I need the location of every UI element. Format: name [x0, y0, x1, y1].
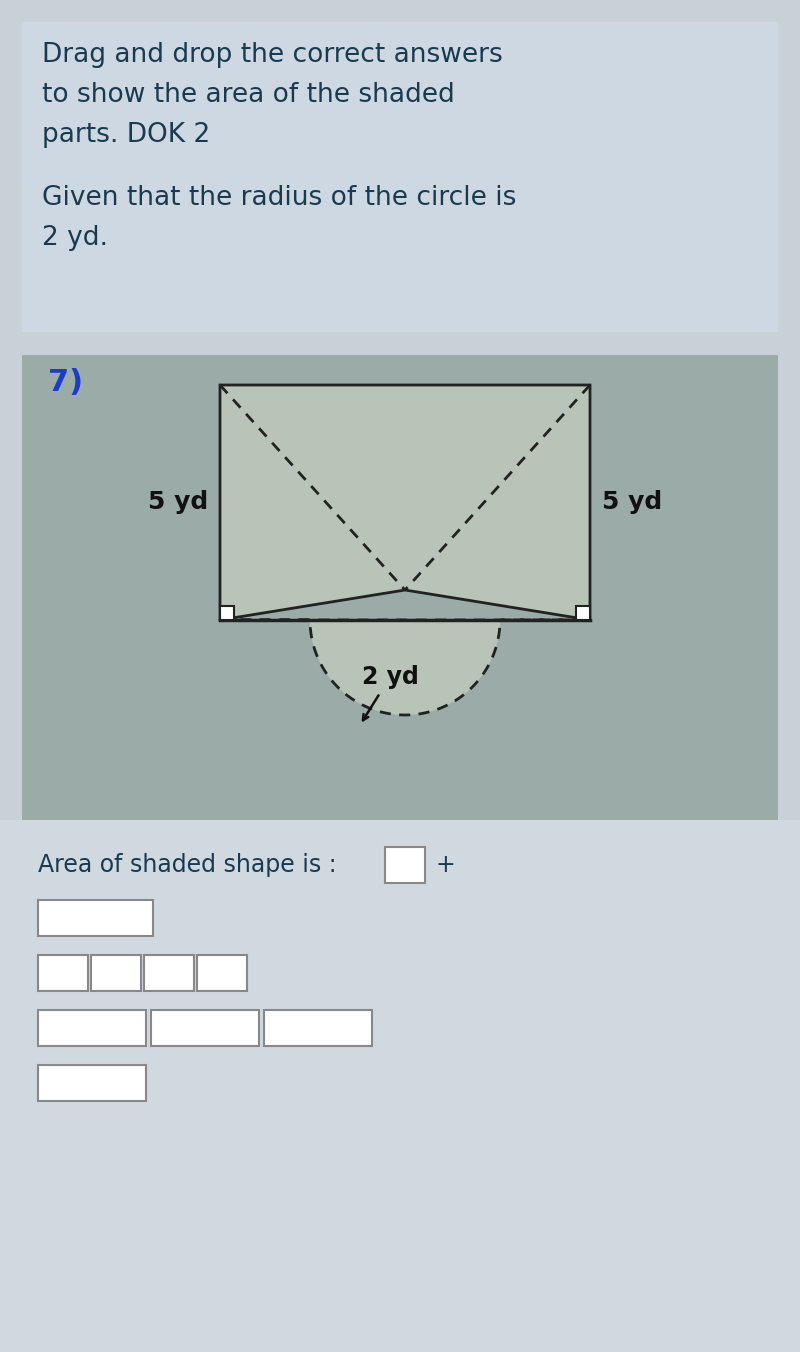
Bar [264, 1010, 372, 1046]
Text: 8 x 3.14: 8 x 3.14 [50, 1018, 134, 1038]
Bar [22, 356, 778, 821]
Text: Given that the radius of the circle is: Given that the radius of the circle is [42, 185, 516, 211]
Text: 5: 5 [56, 963, 70, 983]
Text: 4 x 3.14: 4 x 3.14 [162, 1018, 248, 1038]
Bar [197, 955, 247, 991]
Text: 7): 7) [48, 368, 83, 397]
Bar [151, 1010, 259, 1046]
Text: 5 yd: 5 yd [148, 491, 208, 515]
Bar [144, 955, 194, 991]
Text: 16 x3.14: 16 x3.14 [46, 1073, 138, 1092]
Bar [38, 1010, 146, 1046]
Bar [38, 900, 153, 936]
Text: 15: 15 [102, 963, 130, 983]
Bar [22, 22, 778, 333]
Text: +: + [435, 853, 454, 877]
Text: 2 yd.: 2 yd. [42, 224, 108, 251]
Text: 2 x 3.14: 2 x 3.14 [275, 1018, 361, 1038]
Text: 5 yd: 5 yd [602, 491, 662, 515]
Text: parts. DOK 2: parts. DOK 2 [42, 122, 210, 147]
Text: Area of shaded shape is :: Area of shaded shape is : [38, 853, 337, 877]
Bar [385, 846, 425, 883]
Bar [38, 1065, 146, 1101]
Polygon shape [220, 606, 234, 621]
Text: 10: 10 [208, 963, 236, 983]
Polygon shape [220, 621, 590, 715]
Text: to show the area of the shaded: to show the area of the shaded [42, 82, 454, 108]
Bar [0, 821, 800, 1352]
Text: Drag and drop the correct answers: Drag and drop the correct answers [42, 42, 502, 68]
Bar [91, 955, 141, 991]
Polygon shape [576, 606, 590, 621]
Text: 2 yd: 2 yd [362, 665, 418, 690]
Bar [38, 955, 88, 991]
Text: 20: 20 [155, 963, 183, 983]
Polygon shape [220, 385, 590, 621]
